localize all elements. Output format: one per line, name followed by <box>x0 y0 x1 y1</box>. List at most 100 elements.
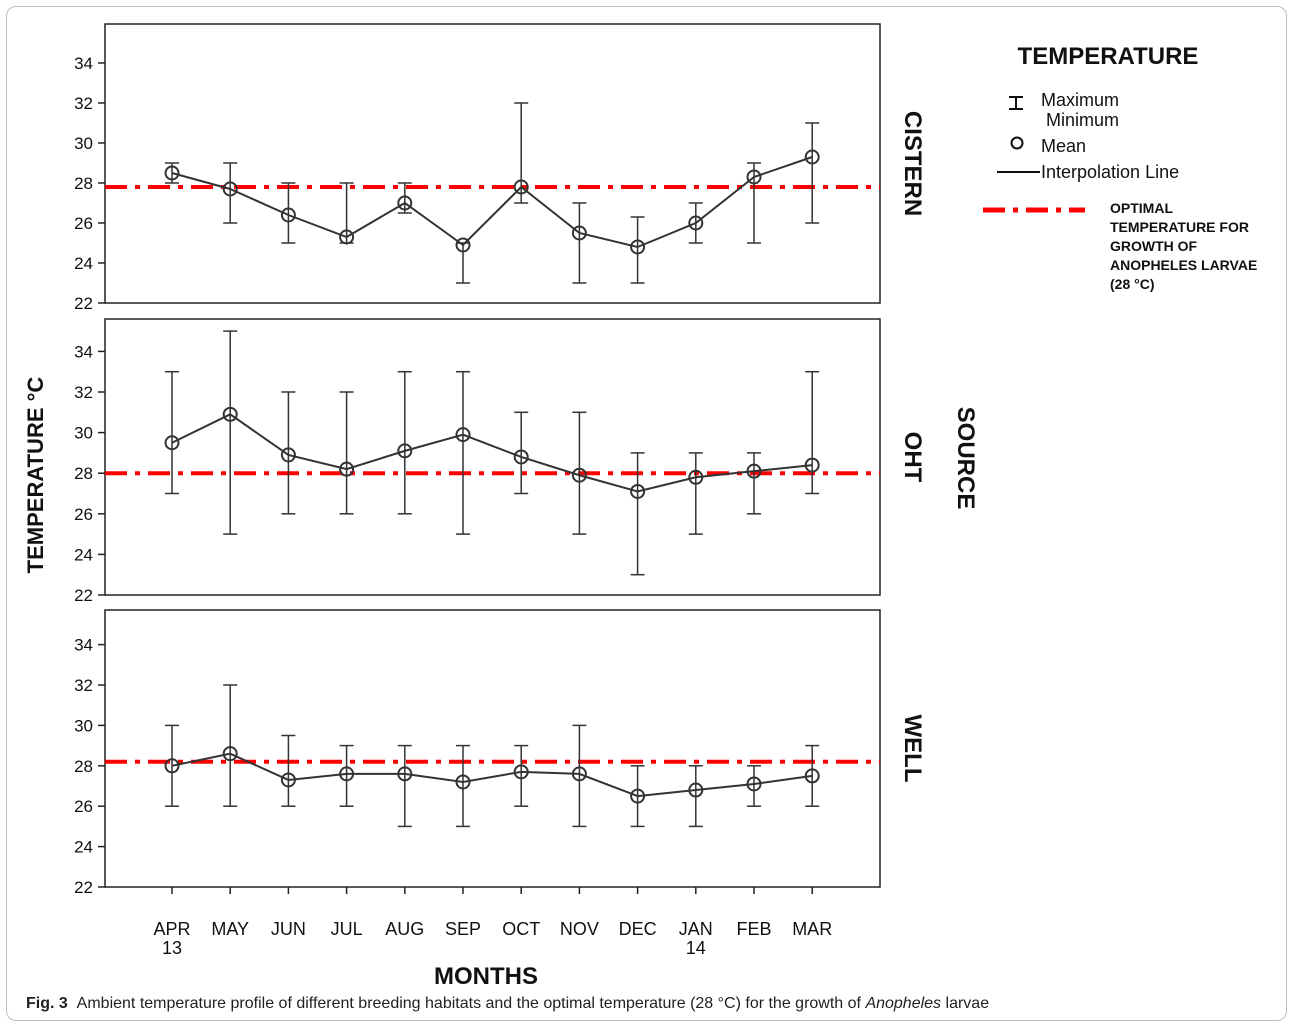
legend-line-label: Interpolation Line <box>1041 162 1179 182</box>
legend: TEMPERATURE Maximum Minimum Mean Interpo… <box>983 43 1257 292</box>
y-tick-label: 24 <box>74 545 93 564</box>
mean-marker <box>222 746 238 762</box>
panel-frame <box>104 609 881 888</box>
y-tick-label: 22 <box>74 878 93 897</box>
legend-optimal-line: TEMPERATURE FOR <box>1110 219 1249 235</box>
mean-marker <box>280 207 296 223</box>
y-tick-label: 24 <box>74 254 93 273</box>
caption-italic: Anopheles <box>865 995 942 1012</box>
y-tick-label: 28 <box>74 757 93 776</box>
mean-marker <box>804 457 820 473</box>
mean-marker <box>455 427 471 443</box>
mean-marker <box>571 766 587 782</box>
x-tick-label: JAN <box>679 919 713 939</box>
y-tick-label: 26 <box>74 214 93 233</box>
interpolation-line <box>171 156 813 249</box>
mean-marker <box>513 764 529 780</box>
mean-marker <box>455 237 471 253</box>
mean-marker <box>164 165 180 181</box>
mean-marker <box>397 195 413 211</box>
panel-label: CISTERN <box>899 111 926 216</box>
interpolation-line <box>171 413 813 493</box>
y-tick-label: 32 <box>74 676 93 695</box>
panel-oht: 22 24 26 28 30 32 34 OHT <box>74 318 926 605</box>
figure-frame <box>6 6 1287 1021</box>
mean-marker <box>688 782 704 798</box>
y-axis-label: TEMPERATURE °C <box>23 377 48 574</box>
mean-marker <box>804 149 820 165</box>
y-tick-label: 30 <box>74 716 93 735</box>
x-axis-label: MONTHS <box>434 963 538 990</box>
y-tick-label: 34 <box>74 636 93 655</box>
mean-marker <box>164 758 180 774</box>
interpolation-line <box>171 752 813 798</box>
y-tick-label: 34 <box>74 342 93 361</box>
x-tick-sublabel: 13 <box>162 938 182 958</box>
y-tick-label: 26 <box>74 505 93 524</box>
x-tick-label: JUN <box>271 919 306 939</box>
x-tick-label: AUG <box>385 919 424 939</box>
mean-marker <box>397 766 413 782</box>
mean-marker <box>630 239 646 255</box>
caption-label: Fig. 3 <box>26 995 68 1012</box>
legend-title: TEMPERATURE <box>1018 43 1199 70</box>
caption-text: Ambient temperature profile of different… <box>76 995 866 1012</box>
y-tick-label: 32 <box>74 94 93 113</box>
legend-optimal-line: ANOPHELES LARVAE <box>1110 257 1257 273</box>
mean-marker-icon <box>1010 136 1024 150</box>
mean-marker <box>339 766 355 782</box>
y-tick-label: 24 <box>74 838 93 857</box>
mean-marker <box>804 768 820 784</box>
panel-frame <box>104 318 881 596</box>
mean-marker <box>513 179 529 195</box>
x-tick-label: MAY <box>211 919 249 939</box>
mean-marker <box>746 776 762 792</box>
y-tick-label: 28 <box>74 464 93 483</box>
chart-panels: 22 24 26 28 30 32 34 CISTERN 22 24 26 28 30 32 34 OHT 22… <box>74 23 926 958</box>
mean-marker <box>222 181 238 197</box>
figure-caption: Fig. 3 Ambient temperature profile of di… <box>26 995 989 1013</box>
mean-marker <box>339 461 355 477</box>
mean-marker <box>513 449 529 465</box>
mean-marker <box>571 225 587 241</box>
mean-marker <box>339 229 355 245</box>
mean-marker <box>397 443 413 459</box>
legend-mean-label: Mean <box>1041 136 1086 156</box>
x-tick-label: MAR <box>792 919 832 939</box>
legend-min-label: Minimum <box>1046 110 1119 130</box>
x-tick-label: FEB <box>736 919 771 939</box>
panel-label: OHT <box>899 432 926 483</box>
x-tick-label: OCT <box>502 919 540 939</box>
panel-label: WELL <box>899 715 926 783</box>
x-tick-label: JUL <box>331 919 363 939</box>
y-tick-label: 30 <box>74 134 93 153</box>
mean-marker <box>746 463 762 479</box>
x-tick-label: SEP <box>445 919 481 939</box>
mean-marker <box>688 215 704 231</box>
mean-marker <box>630 483 646 499</box>
caption-text-end: larvae <box>941 995 990 1012</box>
x-tick-label: APR <box>153 919 190 939</box>
panel-cistern: 22 24 26 28 30 32 34 CISTERN <box>74 23 926 313</box>
mean-marker <box>280 447 296 463</box>
y-tick-label: 22 <box>74 294 93 313</box>
mean-marker <box>280 772 296 788</box>
x-tick-label: DEC <box>619 919 657 939</box>
panel-frame <box>104 23 881 304</box>
y-tick-label: 34 <box>74 54 93 73</box>
legend-optimal-label: OPTIMAL TEMPERATURE FOR GROWTH OF ANOPHELES… <box>1110 200 1257 292</box>
mean-marker <box>746 169 762 185</box>
mean-marker <box>455 774 471 790</box>
mean-marker <box>688 469 704 485</box>
legend-max-label: Maximum <box>1041 90 1119 110</box>
y-tick-label: 32 <box>74 383 93 402</box>
mean-marker <box>164 435 180 451</box>
legend-optimal-line: OPTIMAL <box>1110 200 1173 216</box>
y-tick-label: 30 <box>74 424 93 443</box>
y-tick-label: 26 <box>74 797 93 816</box>
group-label-source: SOURCE <box>952 407 979 510</box>
mean-marker <box>222 406 238 422</box>
y-tick-label: 28 <box>74 174 93 193</box>
x-tick-sublabel: 14 <box>686 938 706 958</box>
